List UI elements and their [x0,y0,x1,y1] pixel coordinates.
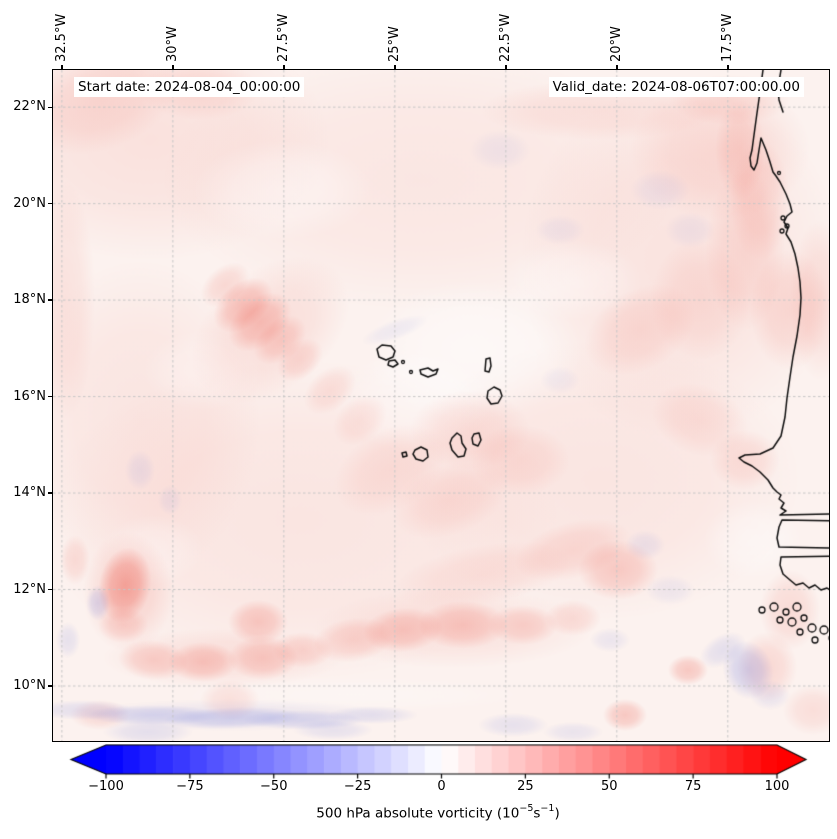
colorbar-tick-label: 0 [437,779,446,794]
y-tick-label: 10°N [13,678,46,693]
y-tick-mark [48,106,53,108]
y-tick-mark [48,395,53,398]
y-tick-label: 20°N [13,195,46,211]
x-tick-label: 32.5°W [53,13,69,62]
colorbar-label: 500 hPa absolute vorticity (10−5s−1) [60,803,816,822]
colorbar-label-text: 500 hPa absolute vorticity (10 [316,805,520,822]
x-tick-label: 22.5°W [497,13,513,62]
x-tick-mark [616,65,618,70]
x-tick-mark [172,65,174,70]
y-tick-label: 16°N [13,388,46,404]
y-tick-label: 12°N [13,581,46,597]
valid-date-annotation: Valid_date: 2024-08-06T07:00:00.00 [548,77,804,97]
x-tick-label: 30°W [164,26,180,62]
x-tick-label: 17.5°W [719,13,735,62]
x-tick-mark [283,65,285,70]
x-tick-mark [61,65,63,70]
vorticity-field-map-canvas [53,70,829,741]
x-tick-label: 25°W [386,26,402,62]
y-tick-mark [48,685,53,687]
y-tick-label: 14°N [13,485,46,501]
colorbar-tick-label: −100 [88,779,124,794]
colorbar-canvas [60,744,816,786]
start-date-annotation: Start date: 2024-08-04_00:00:00 [74,77,305,97]
x-tick-label: 27.5°W [275,13,291,62]
colorbar-label-close: ) [554,805,560,822]
y-tick-mark [48,203,53,205]
colorbar-tick-label: 100 [764,779,790,794]
colorbar-tick-label: −25 [343,779,372,794]
x-tick-mark [505,65,507,70]
colorbar-tick-label: 25 [517,779,534,794]
colorbar-label-sup-exp2: −1 [540,803,555,814]
x-tick-label: 20°W [608,26,624,62]
colorbar-tick-label: 75 [684,779,702,794]
colorbar-tick-label: 50 [600,779,618,794]
colorbar-label-unit: s [533,805,541,822]
colorbar-tick-label: −75 [176,779,204,794]
y-tick-mark [48,492,53,494]
x-tick-mark [727,65,729,70]
y-tick-label: 22°N [13,99,46,115]
y-tick-mark [48,588,53,591]
colorbar-label-sup-exp: −5 [519,803,534,814]
y-tick-label: 18°N [13,292,46,308]
y-tick-mark [48,299,53,301]
colorbar-tick-label: −50 [260,779,288,794]
x-tick-mark [394,65,396,70]
